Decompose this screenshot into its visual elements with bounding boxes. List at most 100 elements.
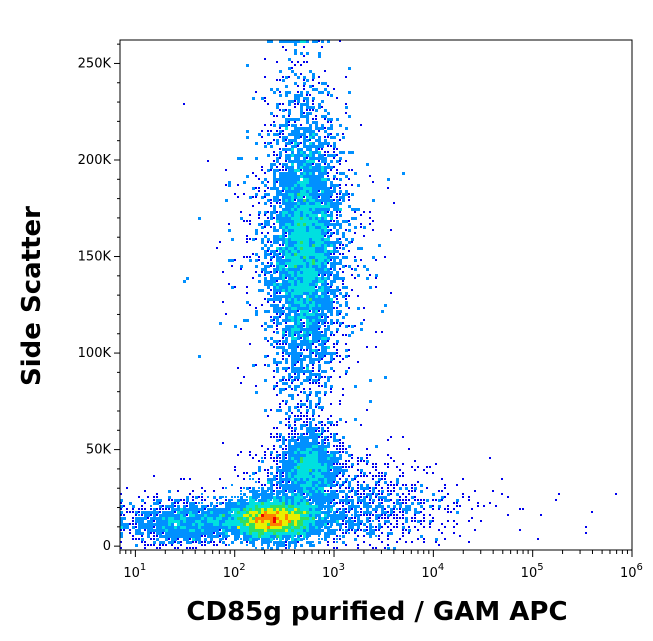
density-dot — [306, 163, 309, 166]
density-dot — [348, 475, 350, 477]
density-dot — [327, 271, 330, 274]
density-dot — [327, 520, 330, 523]
density-dot — [285, 388, 287, 390]
density-dot — [216, 505, 218, 507]
density-dot — [330, 490, 333, 493]
density-dot — [231, 541, 234, 544]
density-dot — [300, 232, 303, 235]
density-dot — [306, 376, 309, 379]
density-dot — [300, 334, 303, 337]
density-dot — [285, 541, 287, 543]
density-dot — [333, 232, 335, 234]
density-dot — [387, 493, 390, 496]
density-dot — [354, 325, 356, 327]
density-dot — [327, 535, 330, 538]
density-dot — [279, 361, 282, 364]
density-dot — [231, 286, 234, 289]
density-dot — [318, 40, 320, 42]
density-dot — [219, 496, 222, 499]
density-dot — [282, 103, 284, 105]
density-dot — [294, 253, 297, 256]
density-dot — [330, 493, 333, 496]
density-dot — [207, 160, 209, 162]
density-dot — [306, 307, 309, 310]
density-dot — [336, 352, 338, 354]
density-dot — [213, 517, 216, 520]
density-dot — [318, 400, 321, 403]
density-dot — [327, 328, 330, 331]
density-dot — [291, 484, 294, 487]
density-dot — [342, 511, 345, 514]
density-dot — [312, 415, 314, 417]
density-dot — [339, 454, 342, 457]
density-dot — [276, 160, 279, 163]
density-dot — [300, 352, 303, 355]
density-dot — [282, 388, 285, 391]
density-dot — [303, 328, 306, 331]
density-dot — [339, 268, 341, 270]
density-dot — [309, 301, 312, 304]
density-dot — [348, 523, 351, 526]
density-dot — [276, 520, 279, 523]
density-dot — [306, 118, 309, 121]
density-dot — [144, 490, 146, 492]
density-dot — [285, 544, 287, 546]
density-dot — [312, 505, 315, 508]
density-dot — [360, 484, 363, 487]
density-dot — [297, 208, 300, 211]
density-dot — [288, 112, 291, 115]
density-dot — [330, 388, 332, 390]
density-dot — [276, 484, 278, 486]
density-dot — [294, 472, 297, 475]
density-dot — [300, 40, 303, 43]
density-dot — [363, 226, 366, 229]
density-dot — [234, 529, 237, 532]
density-dot — [435, 463, 437, 465]
density-dot — [291, 358, 294, 361]
density-dot — [291, 283, 294, 286]
density-dot — [294, 436, 296, 438]
density-dot — [375, 331, 377, 333]
density-dot — [330, 499, 333, 502]
density-dot — [123, 514, 125, 516]
density-dot — [342, 475, 344, 477]
density-dot — [378, 502, 381, 505]
density-dot — [258, 178, 260, 180]
density-dot — [342, 334, 344, 336]
density-dot — [330, 421, 333, 424]
density-dot — [300, 361, 303, 364]
density-dot — [318, 193, 321, 196]
density-dot — [339, 355, 341, 357]
density-dot — [294, 289, 297, 292]
density-dot — [306, 193, 309, 196]
density-dot — [585, 526, 587, 528]
density-dot — [291, 352, 294, 355]
density-dot — [321, 268, 324, 271]
density-dot — [447, 520, 449, 522]
density-dot — [309, 283, 312, 286]
density-dot — [285, 478, 288, 481]
density-dot — [306, 103, 309, 106]
density-dot — [267, 364, 270, 367]
density-dot — [321, 223, 324, 226]
density-dot — [285, 451, 288, 454]
density-dot — [390, 493, 392, 495]
density-dot — [336, 310, 339, 313]
density-dot — [246, 487, 249, 490]
density-dot — [291, 445, 294, 448]
density-dot — [300, 286, 303, 289]
density-dot — [318, 370, 320, 372]
density-dot — [294, 118, 297, 121]
density-dot — [411, 484, 413, 486]
density-dot — [321, 463, 324, 466]
density-dot — [315, 211, 318, 214]
density-dot — [321, 454, 324, 457]
density-dot — [312, 211, 315, 214]
density-dot — [282, 526, 285, 529]
density-dot — [285, 292, 288, 295]
density-dot — [405, 487, 408, 490]
density-dot — [222, 442, 224, 444]
density-dot — [333, 424, 335, 426]
density-dot — [306, 325, 309, 328]
density-dot — [267, 508, 270, 511]
